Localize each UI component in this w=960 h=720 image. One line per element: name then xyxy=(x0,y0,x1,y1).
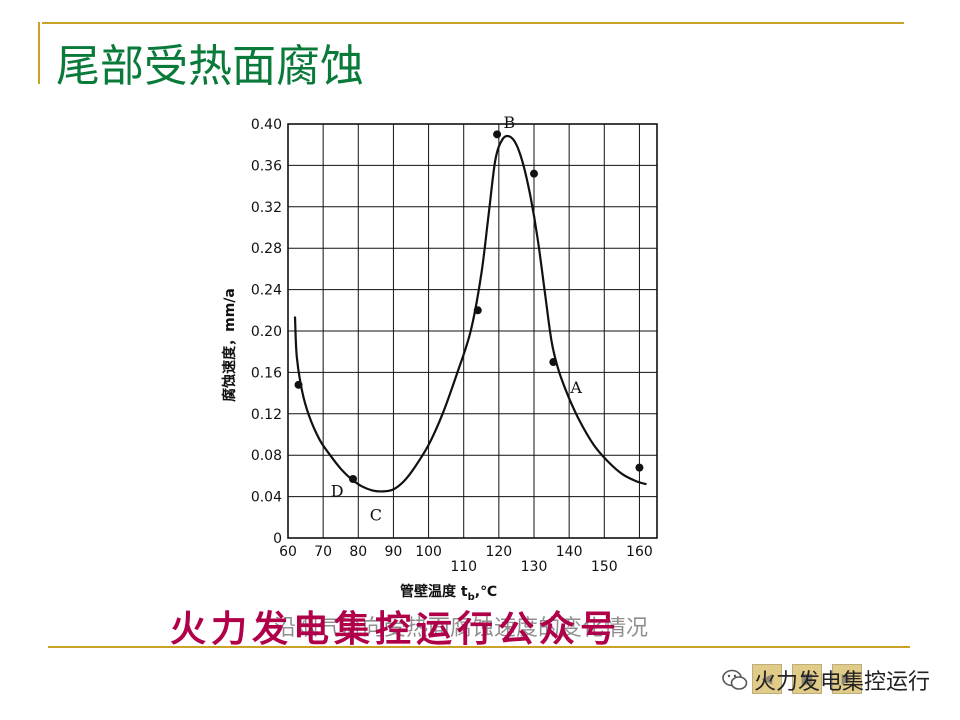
y-tick-label: 0.12 xyxy=(251,407,282,423)
y-tick-label: 0.20 xyxy=(251,324,282,340)
top-rule xyxy=(42,22,904,24)
data-point xyxy=(473,306,482,315)
footer-brand: 火力发电集控运行 xyxy=(722,664,930,696)
watermark: 火力发电集控运行公众号 xyxy=(170,608,622,650)
y-tick-label: 0.04 xyxy=(251,490,282,506)
x-tick-label: 140 xyxy=(556,544,583,560)
y-axis-title: 腐蚀速度，mm/a xyxy=(221,288,238,402)
corrosion-rate-curve xyxy=(293,134,647,493)
slide-nav: ◀ ■ ▶ xyxy=(752,664,862,694)
data-point xyxy=(294,380,303,389)
annotation-a: A xyxy=(569,378,582,397)
chart-caption: 沿烟气流向受热面腐蚀速度的变化情况 xyxy=(274,616,649,641)
left-rule xyxy=(38,22,40,84)
footer-brand-text: 火力发电集控运行 xyxy=(753,670,930,695)
data-point xyxy=(549,358,558,367)
x-tick-label: 100 xyxy=(415,544,442,560)
x-tick-label: 110 xyxy=(450,559,477,575)
annotation-c: C xyxy=(370,505,382,524)
x-tick-label: 90 xyxy=(385,544,403,560)
x-tick-label: 120 xyxy=(485,544,512,560)
data-point xyxy=(349,475,358,484)
annotation-d: D xyxy=(331,482,344,501)
y-tick-label: 0.36 xyxy=(251,158,282,174)
slide-title: 尾部受热面腐蚀 xyxy=(56,41,364,92)
next-slide-button[interactable]: ▶ xyxy=(832,664,862,694)
prev-icon: ◀ xyxy=(761,671,773,687)
y-tick-label: 0.40 xyxy=(251,117,282,133)
plot-frame xyxy=(287,123,658,539)
x-tick-label: 70 xyxy=(314,544,332,560)
data-point xyxy=(530,169,538,178)
x-tick-label: 130 xyxy=(521,559,548,575)
annotation-b: B xyxy=(504,113,516,132)
home-icon: ■ xyxy=(800,671,814,687)
home-slide-button[interactable]: ■ xyxy=(792,664,822,694)
y-tick-label: 0 xyxy=(273,531,282,547)
y-tick-label: 0.32 xyxy=(251,200,282,216)
data-point xyxy=(493,130,502,139)
prev-slide-button[interactable]: ◀ xyxy=(752,664,782,694)
wechat-icon xyxy=(722,669,748,690)
data-point xyxy=(635,463,644,472)
x-axis-title: 管壁温度 tb,℃ xyxy=(400,583,497,603)
y-tick-label: 0.08 xyxy=(251,448,282,464)
y-tick-label: 0.28 xyxy=(251,241,282,257)
x-tick-label: 60 xyxy=(279,544,297,560)
next-icon: ▶ xyxy=(841,671,853,687)
x-tick-label: 160 xyxy=(626,544,653,560)
x-tick-label: 150 xyxy=(591,559,618,575)
x-tick-label: 80 xyxy=(349,544,367,560)
y-tick-label: 0.16 xyxy=(251,365,282,381)
y-tick-label: 0.24 xyxy=(251,283,282,299)
bottom-rule xyxy=(48,646,910,648)
